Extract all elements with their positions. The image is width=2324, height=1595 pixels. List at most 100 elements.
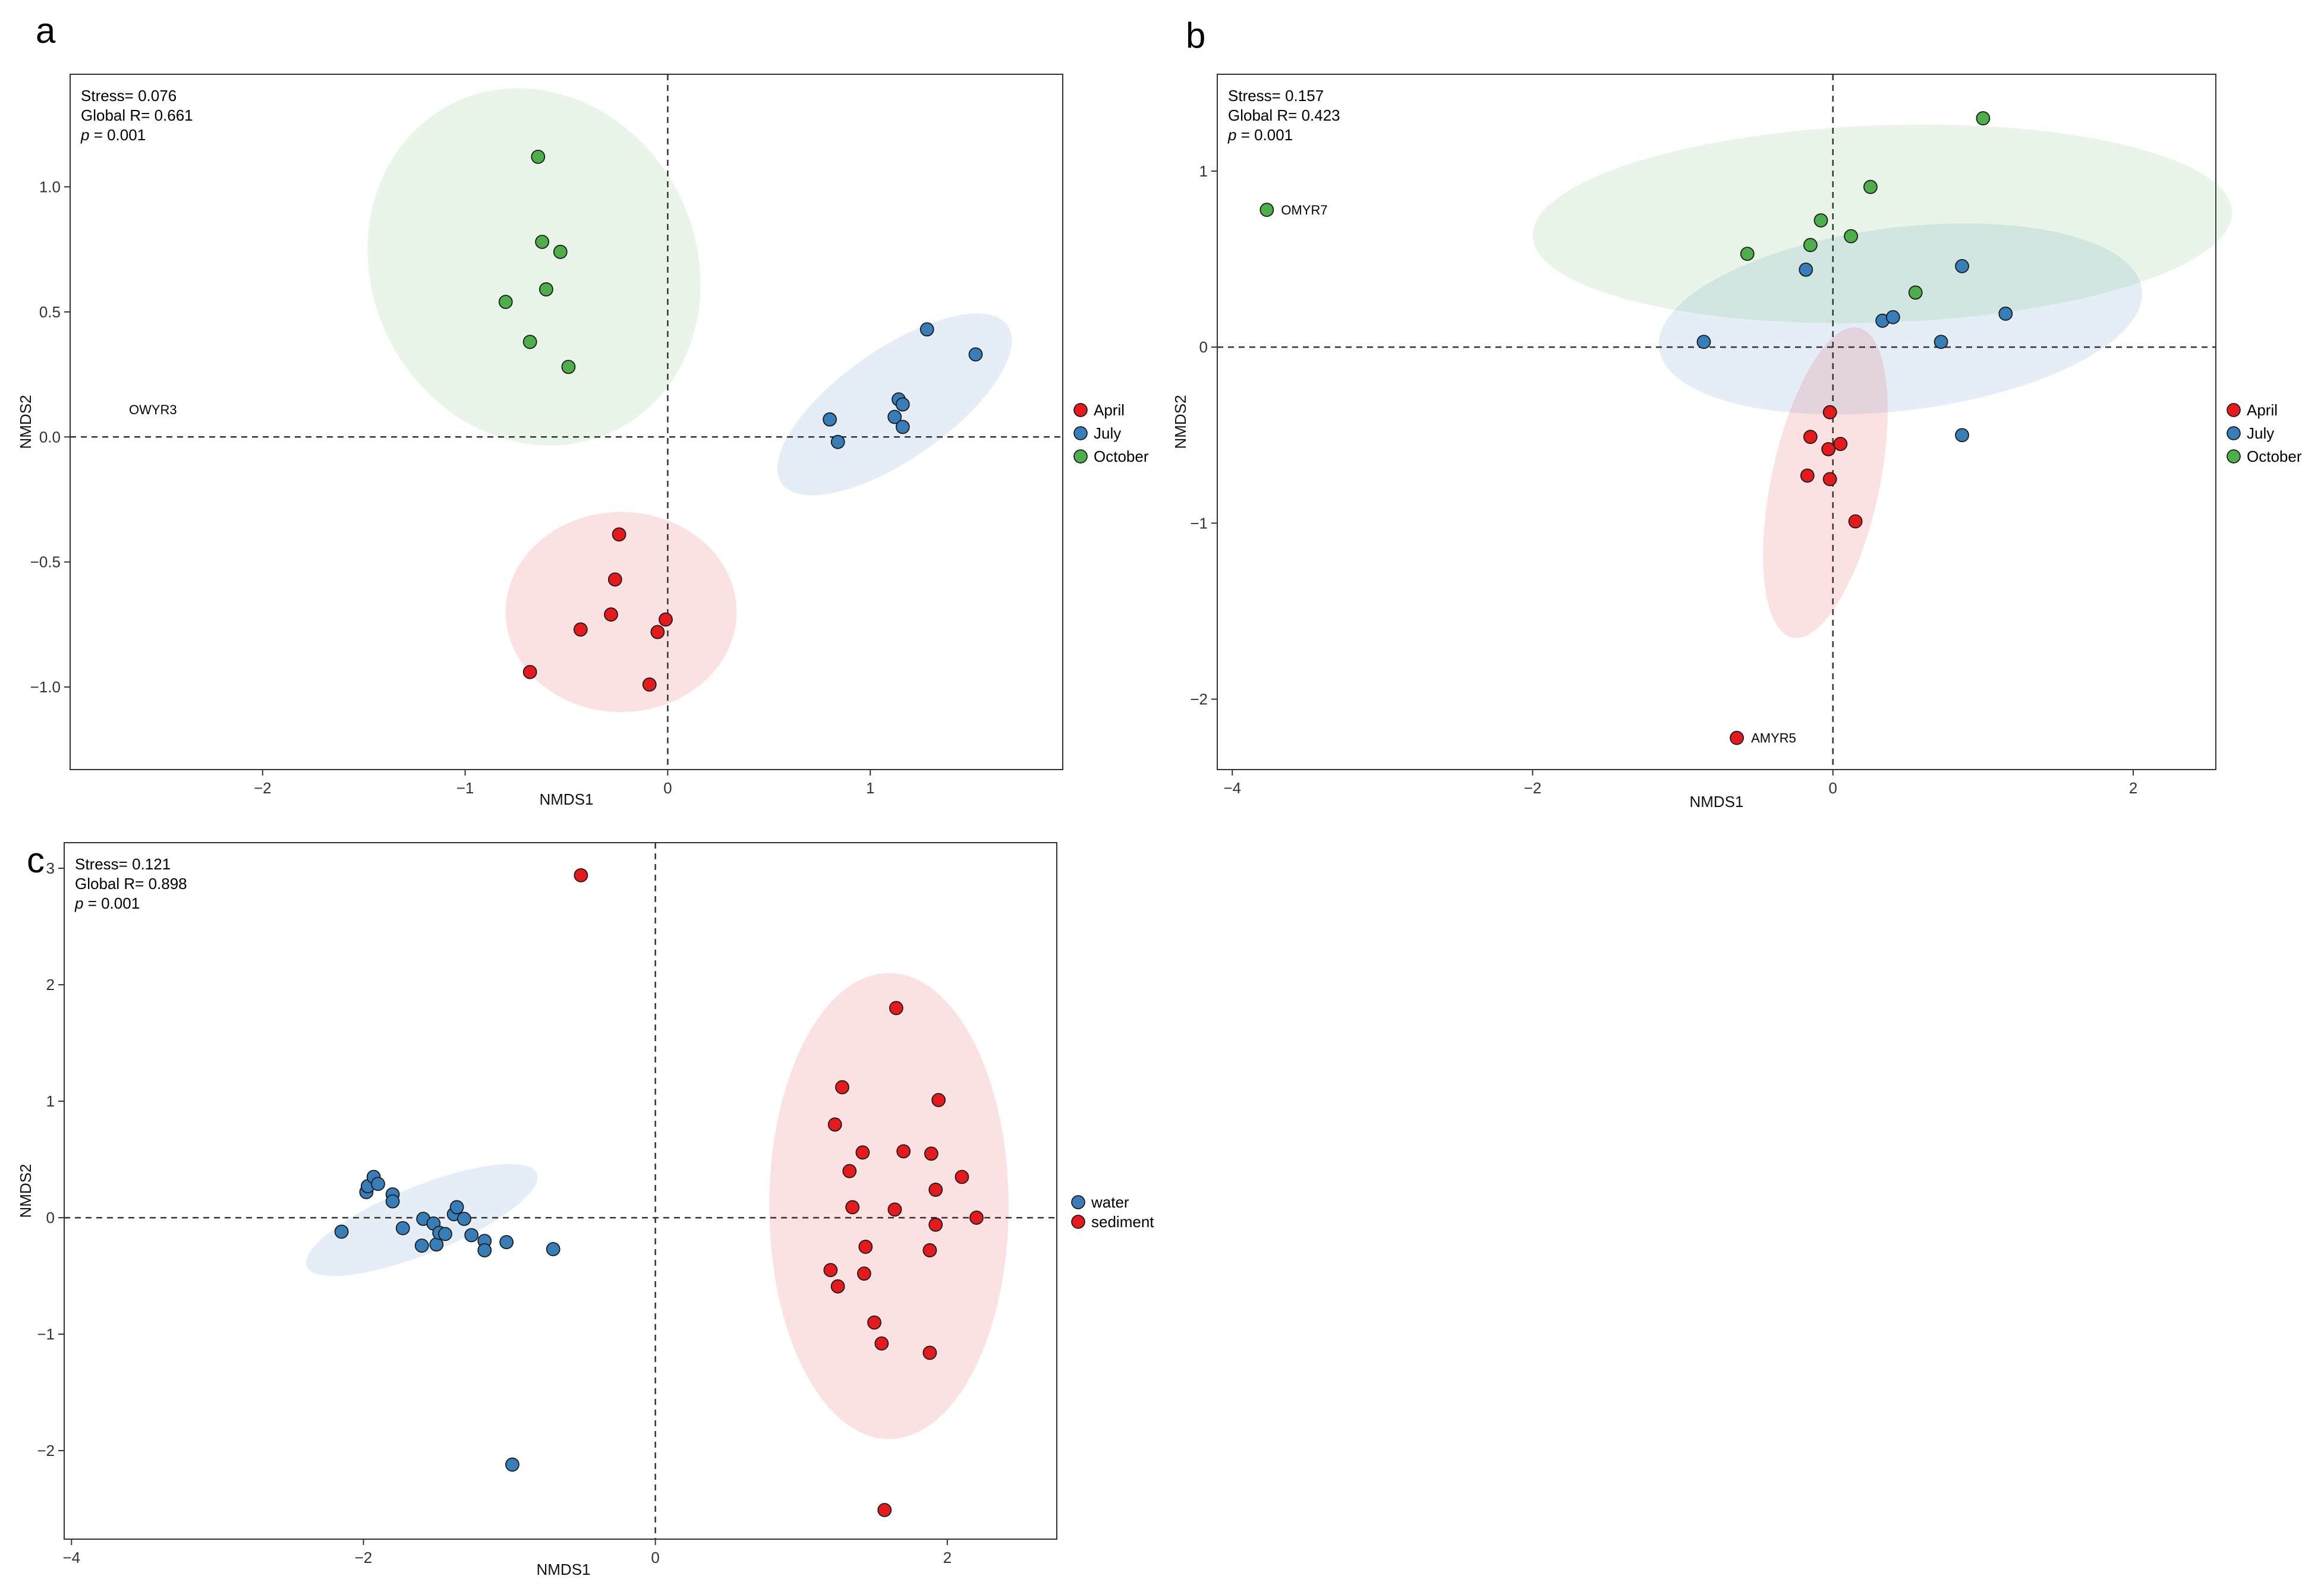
y-tick-label-c: 3 [46,859,55,877]
point-sediment-c [842,1164,857,1178]
legend-label-july-a: July [1094,424,1121,442]
p-value-label-a: p = 0.001 [80,126,146,144]
point-april-a [612,527,626,542]
point-october-a [498,295,513,309]
legend-label-july-b: July [2247,424,2274,442]
legend-key-april-b [2227,403,2241,417]
point-july-b [1933,335,1948,349]
point-april-b [1803,430,1818,445]
point-july-b [1955,428,1969,443]
point-sediment-c [889,1001,903,1016]
ellipse-july-b [1658,223,2143,415]
point-april-b [1821,442,1836,456]
p-value-label-b: p = 0.001 [1227,126,1293,144]
point-april-a [650,625,665,639]
point-sediment-c [823,1263,838,1278]
point-sediment-c [845,1200,860,1215]
point-october-a [535,235,550,249]
point-april-b [1848,514,1863,529]
point-april-a [659,612,673,627]
point-july-a [895,397,910,412]
point-october-a [522,335,537,349]
point-sediment-c [931,1093,946,1108]
x-tick-label-a: −1 [456,779,474,797]
point-sediment-c [855,1145,870,1160]
point-april-a [642,677,657,692]
point-sediment-c [955,1170,969,1184]
plot-frame-c [64,842,1057,1540]
legend-label-april-a: April [1094,401,1125,419]
point-sediment-c [922,1243,937,1257]
x-tick-label-c: 0 [651,1549,659,1566]
panel-b: b OMYR7 AMYR5 −4 −2 0 2 −2 −1 0 1 Stress= 0.157… [1172,15,2302,811]
legend-label-sediment-c: sediment [1091,1213,1154,1231]
point-annotation-b: AMYR5 [1751,731,1796,746]
point-sediment-c [827,1117,842,1132]
y-axis-title-b: NMDS2 [1172,395,1189,449]
x-tick-label-c: −2 [355,1549,373,1566]
point-sediment-c [867,1315,881,1330]
point-sediment-c [924,1146,939,1161]
point-july-b [1955,259,1969,273]
y-tick-label-a: −0.5 [30,553,61,571]
point-october-b [1259,203,1274,217]
point-sediment-c [830,1279,845,1294]
y-axis-title-c: NMDS2 [17,1164,34,1218]
legend-label-october-b: October [2247,447,2302,465]
point-april-b [1833,437,1848,451]
point-water-c [477,1243,492,1257]
y-tick-label-b: −2 [1190,691,1208,708]
legend-label-april-b: April [2247,401,2278,419]
panel-letter-c: c [27,840,45,880]
point-sediment-c [856,1266,871,1281]
panel-c: c −4 −2 0 2 −2 −1 0 1 2 3 Stress= 0.121 Global R… [17,840,1154,1578]
x-axis-title-c: NMDS1 [536,1561,590,1578]
global-r-label-b: Global R= 0.423 [1228,106,1340,124]
stress-label-b: Stress= 0.157 [1228,87,1324,105]
panel-a: a OWYR3 −2 −1 0 1 −1.0 −0.5 0.0 0.5 1.0 Stress=… [17,11,1149,808]
point-july-a [968,347,983,362]
point-july-a [919,322,934,337]
legend-label-october-a: October [1094,447,1149,465]
y-tick-label-c: 0 [46,1209,55,1227]
stress-label-a: Stress= 0.076 [81,87,177,105]
y-tick-label-a: 0.0 [39,428,61,446]
point-april-b [1730,730,1744,745]
legend-key-october-a [1073,449,1088,464]
x-tick-label-c: 2 [943,1549,952,1566]
y-tick-label-b: −1 [1190,514,1208,532]
x-tick-label-a: 1 [866,779,874,797]
point-october-b [1976,111,1991,125]
point-april-a [522,664,537,679]
ellipse-april-a [505,512,737,713]
x-axis-title-b: NMDS1 [1689,793,1743,811]
point-water-c [438,1227,452,1241]
y-tick-label-c: 2 [46,976,55,994]
global-r-label-c: Global R= 0.898 [75,875,187,893]
point-sediment-c [928,1183,943,1197]
y-tick-label-a: −1.0 [30,678,61,696]
ellipse-october-b [1532,124,2232,323]
point-sediment-c [969,1211,984,1225]
point-october-a [561,360,576,374]
x-tick-label-a: −2 [254,779,272,797]
p-value-label-c: p = 0.001 [74,894,140,912]
point-october-a [531,149,546,164]
legend-key-april-a [1073,403,1088,417]
point-water-c [464,1228,479,1243]
x-tick-label-b: −4 [1223,779,1241,797]
point-april-a [573,622,588,637]
legend-key-water-c [1071,1195,1085,1209]
point-july-b [1696,335,1711,349]
point-sediment-c [858,1240,873,1254]
legend-key-october-b [2227,449,2241,464]
point-july-b [1799,262,1813,277]
legend-label-water-c: water [1091,1193,1129,1211]
point-july-b [1885,310,1900,324]
legend-b: April July October [2227,401,2302,465]
point-sediment-c [835,1080,849,1095]
point-sediment-c [877,1503,892,1517]
y-tick-label-c: −1 [37,1325,55,1343]
point-april-a [604,607,618,622]
